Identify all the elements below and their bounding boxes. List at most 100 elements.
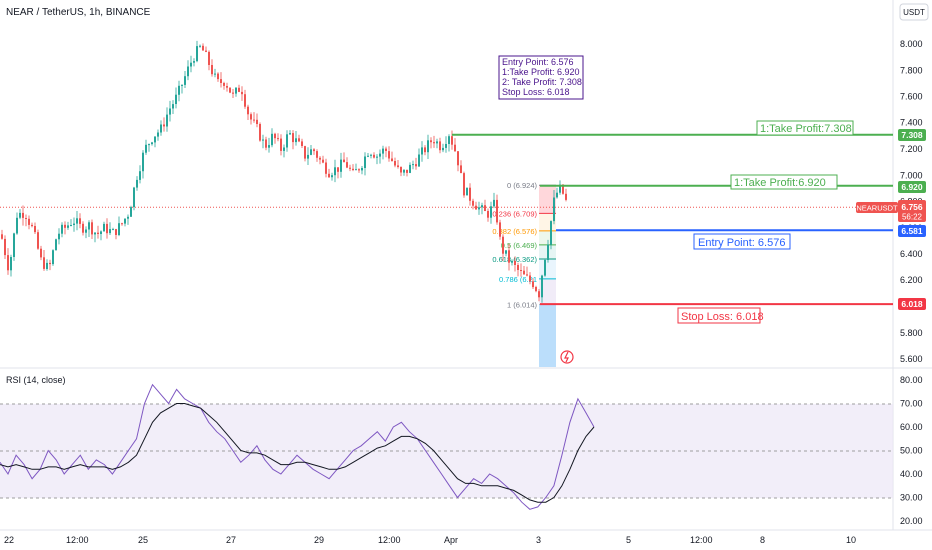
time-tick-label: 25: [138, 535, 148, 545]
candle-body: [58, 233, 60, 240]
candle-body: [31, 224, 33, 227]
candle-body: [178, 85, 180, 95]
candle-body: [424, 147, 426, 153]
candle-body: [487, 211, 489, 218]
candle-body: [208, 51, 210, 65]
candle-body: [16, 217, 18, 234]
time-tick-label: 22: [4, 535, 14, 545]
candle-body: [355, 169, 357, 171]
candle-body: [310, 149, 312, 155]
candle-body: [301, 141, 303, 146]
time-axis: 22 12:00 25 27 29 12:00 Apr 3 5 12:00 8 10: [4, 535, 856, 545]
candle-body: [559, 184, 561, 193]
candle-body: [472, 200, 474, 206]
candle-body: [493, 199, 495, 207]
alert-icon[interactable]: [560, 350, 574, 364]
candle-body: [148, 144, 150, 146]
candle-body: [262, 139, 264, 141]
candle-body: [295, 138, 297, 143]
candle-body: [523, 270, 525, 275]
candle-body: [133, 187, 135, 208]
candle-body: [382, 148, 384, 154]
candle-body: [1, 234, 3, 239]
candle-body: [70, 225, 72, 226]
trade-info-box[interactable]: Entry Point: 6.576 1:Take Profit: 6.920 …: [498, 55, 584, 100]
candle-body: [454, 144, 456, 152]
candles: [1, 40, 567, 303]
price-tick-label: 6.400: [900, 249, 923, 259]
candle-body: [256, 119, 258, 124]
stop-loss-label[interactable]: Stop Loss: 6.018: [677, 307, 764, 324]
candle-body: [259, 124, 261, 141]
candle-body: [163, 124, 165, 127]
candle-body: [556, 192, 558, 198]
candle-body: [49, 262, 51, 265]
candle-body: [406, 169, 408, 173]
price-tick-label: 7.200: [900, 144, 923, 154]
stop-loss-text: Stop Loss: 6.018: [681, 311, 764, 323]
candle-body: [358, 169, 360, 171]
tag-6920: 6.920: [898, 181, 926, 193]
candle-body: [187, 66, 189, 77]
fib-extension-zone: [539, 304, 556, 367]
currency-button[interactable]: USDT: [899, 3, 929, 21]
candle-body: [88, 222, 90, 230]
rsi-tick-label: 30.00: [900, 493, 923, 503]
candle-body: [385, 148, 387, 151]
candle-body: [247, 106, 249, 115]
candle-body: [64, 224, 66, 228]
candle-body: [52, 250, 54, 265]
candle-body: [514, 260, 516, 265]
candle-body: [118, 223, 120, 235]
candle-body: [337, 167, 339, 172]
take-profit-2-label[interactable]: 1:Take Profit:7.308: [756, 120, 854, 136]
candle-body: [85, 229, 87, 233]
rsi-axis: 80.00 70.00 60.00 50.00 40.00 30.00 20.00: [900, 375, 923, 526]
candle-body: [496, 199, 498, 223]
candle-body: [508, 250, 510, 263]
candle-body: [67, 225, 69, 228]
candle-body: [61, 224, 63, 234]
candle-body: [460, 165, 462, 174]
candle-body: [151, 142, 153, 145]
candle-body: [103, 223, 105, 232]
price-tick-label: 7.400: [900, 118, 923, 128]
candle-body: [553, 197, 555, 222]
candle-body: [466, 187, 468, 196]
candle-body: [418, 154, 420, 167]
tag-6018-text: 6.018: [901, 299, 923, 309]
candle-body: [397, 165, 399, 167]
candle-body: [325, 162, 327, 174]
tag-6581-text: 6.581: [901, 226, 923, 236]
entry-text: Entry Point: 6.576: [698, 237, 785, 249]
candle-body: [541, 275, 543, 298]
candle-body: [211, 65, 213, 75]
fib-zone-band: [539, 185, 556, 214]
candle-body: [448, 136, 450, 144]
candle-body: [535, 287, 537, 292]
candle-body: [271, 133, 273, 146]
candle-body: [280, 138, 282, 151]
candle-body: [94, 232, 96, 235]
entry-label[interactable]: Entry Point: 6.576: [693, 233, 791, 250]
candle-body: [490, 206, 492, 218]
candle-body: [277, 138, 279, 140]
candle-body: [130, 207, 132, 217]
take-profit-1-label[interactable]: 1:Take Profit:6.920: [730, 174, 838, 190]
candle-body: [238, 87, 240, 92]
candle-body: [13, 233, 15, 257]
fib-retracement[interactable]: 0 (6.924) 0.236 (6.709) 0.382 (6.576) 0.5 (…: [492, 181, 556, 367]
tag-6920-text: 6.920: [901, 182, 923, 192]
candle-body: [343, 159, 345, 163]
price-tick-label: 6.200: [900, 275, 923, 285]
candle-body: [100, 231, 102, 234]
candle-body: [109, 229, 111, 234]
candle-body: [439, 141, 441, 151]
candle-body: [112, 229, 114, 231]
candle-body: [199, 45, 201, 47]
candle-body: [220, 79, 222, 83]
price-tick-label: 7.800: [900, 65, 923, 75]
candle-body: [313, 149, 315, 152]
candle-body: [394, 161, 396, 166]
